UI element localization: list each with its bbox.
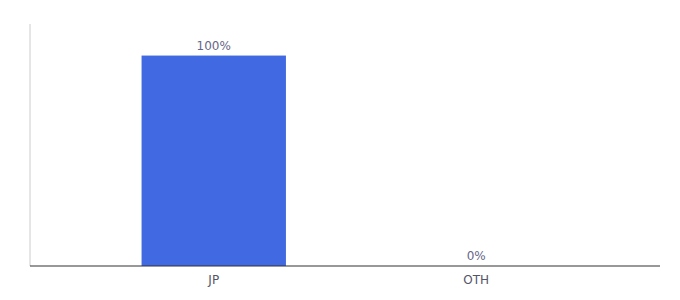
data-label: 0% — [467, 249, 486, 263]
x-tick-label: JP — [207, 273, 219, 287]
x-tick-label: OTH — [463, 273, 489, 287]
plot: JP OTH 100% 0% — [30, 24, 660, 287]
x-axis-line — [30, 265, 660, 266]
bars — [142, 56, 286, 266]
y-axis-line — [30, 24, 31, 266]
chart-container: JP OTH 100% 0% — [0, 0, 680, 300]
bar — [142, 56, 286, 266]
chart-svg: JP OTH 100% 0% — [0, 0, 680, 300]
data-label: 100% — [197, 39, 231, 53]
